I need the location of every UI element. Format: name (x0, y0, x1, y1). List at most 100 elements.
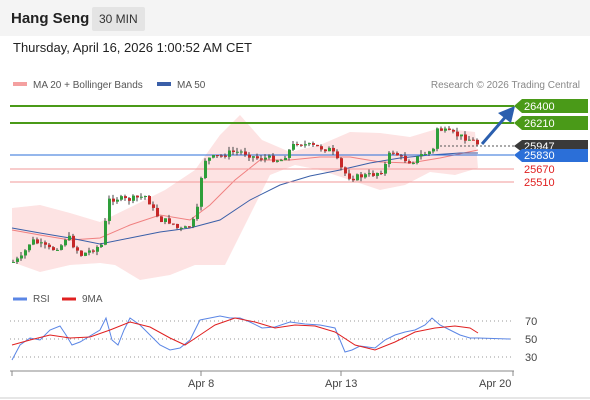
candle-body (208, 157, 211, 161)
candle-body (216, 155, 219, 157)
candle-body (268, 155, 271, 158)
candle-body (452, 129, 455, 132)
candle-body (248, 154, 251, 158)
candle-body (144, 196, 147, 198)
candle-body (164, 218, 167, 222)
candle-body (200, 178, 203, 207)
candle-body (100, 244, 103, 247)
candle-body (436, 128, 439, 149)
candle-body (332, 147, 335, 152)
candle-body (404, 155, 407, 162)
candle-body (132, 195, 135, 201)
candle-body (400, 155, 403, 157)
candle-body (428, 151, 431, 155)
candle-body (172, 223, 175, 225)
candle-body (240, 151, 243, 153)
rsi-level-70: 70 (525, 316, 537, 328)
candle-body (20, 255, 23, 259)
candle-body (184, 226, 187, 228)
candle-body (416, 156, 419, 163)
candle-body (180, 227, 183, 229)
candle-body (152, 204, 155, 208)
candle-body (304, 144, 307, 146)
candle-body (460, 134, 463, 137)
candle-body (272, 155, 275, 162)
candle-body (28, 244, 31, 251)
candle-body (220, 155, 223, 157)
x-label-apr20: Apr 20 (479, 378, 511, 390)
chart-datetime: Thursday, April 16, 2026 1:00:52 AM CET (13, 40, 252, 55)
candle-body (196, 206, 199, 219)
candle-body (316, 144, 319, 147)
candle-body (52, 247, 55, 251)
research-credit: Research © 2026 Trading Central (430, 80, 580, 91)
projection-arrowhead-icon (498, 106, 515, 123)
legend-ma50: MA 50 (157, 80, 205, 91)
candle-body (44, 242, 47, 245)
candle-body (48, 244, 51, 248)
candle-body (340, 158, 343, 168)
candle-body (112, 198, 115, 202)
candle-body (92, 250, 95, 252)
candle-body (160, 216, 163, 222)
candle-body (312, 143, 315, 145)
candle-body (344, 167, 347, 174)
candle-body (296, 143, 299, 145)
x-label-apr8: Apr 8 (188, 378, 214, 390)
candle-body (204, 160, 207, 179)
candle-body (448, 128, 451, 130)
ma9-legend-label: 9MA (82, 294, 103, 305)
candle-body (148, 196, 151, 205)
x-label-apr13: Apr 13 (325, 378, 357, 390)
ma50-line (11, 152, 478, 245)
candle-body (80, 250, 83, 256)
candle-body (168, 218, 171, 224)
candle-body (16, 258, 19, 262)
candle-body (380, 173, 383, 175)
candle-body (472, 139, 475, 141)
candle-body (284, 157, 287, 161)
candle-body (60, 245, 63, 250)
candle-body (368, 173, 371, 175)
level-tag-pivot: 25830 (514, 149, 588, 162)
candle-body (324, 149, 327, 152)
candle-body (64, 239, 67, 246)
candle-body (36, 239, 39, 244)
candle-body (136, 195, 139, 198)
candle-body (128, 198, 131, 201)
instrument-title: Hang Seng (11, 10, 90, 27)
candle-body (24, 250, 27, 256)
level-value-26400: 26400 (524, 101, 555, 113)
level-tag-26400: 26400 (514, 99, 588, 113)
candle-body (388, 152, 391, 165)
candle-body (372, 173, 375, 176)
rsi-level-50: 50 (525, 334, 537, 346)
candle-body (352, 178, 355, 181)
candle-body (140, 196, 143, 198)
candle-body (408, 161, 411, 164)
candle-body (96, 246, 99, 252)
rsi-line (11, 315, 511, 361)
candle-body (432, 148, 435, 152)
candle-body (236, 151, 239, 153)
candle-body (424, 154, 427, 156)
candle-body (320, 146, 323, 150)
candle-body (116, 199, 119, 202)
candle-body (384, 164, 387, 174)
candle-body (252, 156, 255, 158)
candle-body (476, 139, 479, 145)
candle-body (156, 207, 159, 217)
candle-body (280, 160, 283, 162)
candle-body (120, 196, 123, 200)
level-value-25510: 25510 (524, 177, 555, 189)
level-tag-26210: 26210 (514, 116, 588, 130)
candle-body (56, 249, 59, 251)
timeframe-badge[interactable]: 30 MIN (92, 7, 145, 31)
candle-body (232, 150, 235, 152)
candle-body (228, 150, 231, 157)
rsi-ma-line (11, 317, 479, 351)
candle-body (300, 144, 303, 146)
candle-body (188, 226, 191, 228)
candle-body (276, 160, 279, 162)
candle-body (260, 158, 263, 160)
